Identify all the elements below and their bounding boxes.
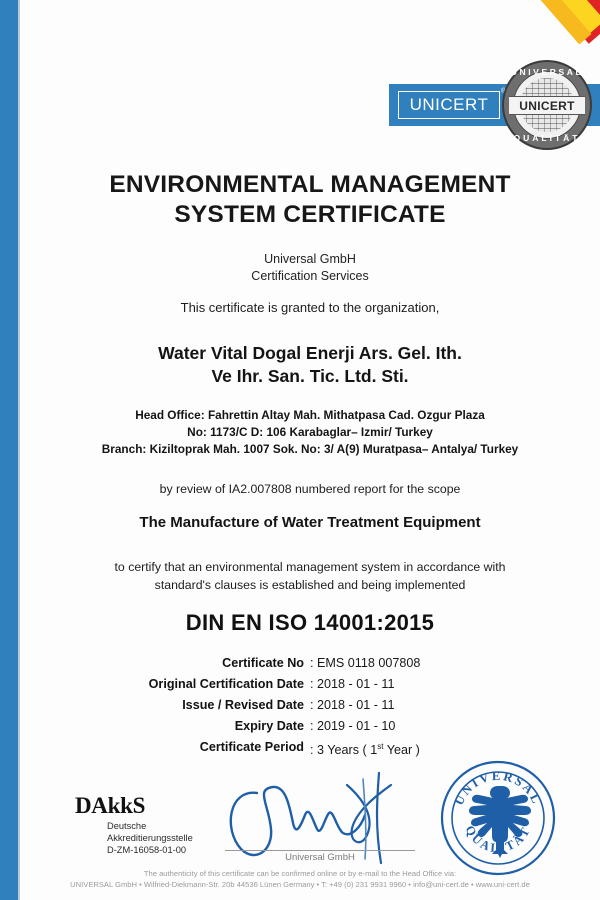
table-row: Expiry Date : 2019 - 01 - 10 xyxy=(20,717,600,735)
page-title: ENVIRONMENTAL MANAGEMENT SYSTEM CERTIFIC… xyxy=(20,170,600,230)
certificate-details-table: Certificate No : EMS 0118 007808 Origina… xyxy=(20,654,600,759)
detail-value: : EMS 0118 007808 xyxy=(310,654,550,672)
standard-name: DIN EN ISO 14001:2015 xyxy=(185,610,435,635)
dakks-subtitle: Deutsche Akkreditierungsstelle D-ZM-1605… xyxy=(107,820,193,856)
dakks-subtitle-line-2: Akkreditierungsstelle xyxy=(107,833,193,843)
issuer-name: Universal GmbH xyxy=(264,252,356,266)
detail-value: : 2018 - 01 - 11 xyxy=(310,696,550,714)
seal-top-label: UNIVERSAL xyxy=(510,67,584,77)
certify-statement: to certify that an environmental managem… xyxy=(20,558,600,594)
signature-caption: Universal GmbH xyxy=(285,852,355,863)
unicert-quality-seal: UNICERT UNIVERSAL QUALITÄT xyxy=(502,60,592,150)
detail-value: : 2019 - 01 - 10 xyxy=(310,717,550,735)
issuer-subtitle: Certification Services xyxy=(251,269,369,283)
detail-separator: : xyxy=(310,743,314,758)
universal-qualitat-stamp: UNIVERSAL QUALITÄT xyxy=(438,758,558,878)
organization-name-line-1: Water Vital Dogal Enerji Ars. Gel. Ith. xyxy=(158,343,462,363)
title-line-2: SYSTEM CERTIFICATE xyxy=(174,201,446,228)
detail-value-text: 2018 - 01 - 11 xyxy=(317,677,395,691)
left-border-edge xyxy=(18,0,20,900)
signature-line xyxy=(225,850,415,851)
stamp-inner-circle xyxy=(451,771,545,865)
seal-bottom-label: QUALITÄT xyxy=(513,133,581,143)
dakks-accreditation-logo: DAkkS Deutsche Akkreditierungsstelle D-Z… xyxy=(45,790,235,855)
dakks-wordmark: DAkkS xyxy=(75,793,146,818)
footer-authenticity-note: The authenticity of this certificate can… xyxy=(143,869,457,878)
organization-name-line-2: Ve Ihr. San. Tic. Ltd. Sti. xyxy=(211,366,409,386)
organization-name: Water Vital Dogal Enerji Ars. Gel. Ith. … xyxy=(20,342,600,388)
dakks-arcs-icon xyxy=(45,794,75,828)
dakks-registration-number: D-ZM-16058-01-00 xyxy=(107,845,187,855)
detail-value-text: EMS 0118 007808 xyxy=(317,656,421,670)
footer: The authenticity of this certificate can… xyxy=(0,868,600,891)
unicert-logo-text: UNICERT xyxy=(409,95,489,114)
detail-separator: : xyxy=(310,719,314,733)
detail-label: Certificate No xyxy=(222,656,304,670)
stamp-outer-circle xyxy=(440,760,556,876)
detail-separator: : xyxy=(310,656,314,670)
detail-value-text: 2019 - 01 - 10 xyxy=(317,719,396,733)
signature-block: Universal GmbH xyxy=(215,755,425,870)
address-head-office-detail: No: 1173/C D: 106 Karabaglar– Izmir/ Tur… xyxy=(187,425,433,439)
detail-value-text: 2018 - 01 - 11 xyxy=(317,698,395,712)
detail-label: Expiry Date xyxy=(234,719,304,733)
left-blue-border xyxy=(0,0,18,900)
title-line-1: ENVIRONMENTAL MANAGEMENT xyxy=(109,171,511,198)
detail-value: : 2018 - 01 - 11 xyxy=(310,675,550,693)
certification-scope: The Manufacture of Water Treatment Equip… xyxy=(139,514,481,531)
detail-label: Certificate Period xyxy=(199,740,304,754)
detail-label: Original Certification Date xyxy=(148,677,304,691)
address-branch: Branch: Kiziltoprak Mah. 1007 Sok. No: 3… xyxy=(101,442,519,456)
seal-center-label: UNICERT xyxy=(519,98,575,113)
dakks-subtitle-line-1: Deutsche xyxy=(107,821,147,831)
issuer-block: Universal GmbH Certification Services xyxy=(20,251,600,285)
footer-contact-info: UNIVERSAL GmbH • Wilfried-Diekmann-Str. … xyxy=(70,880,530,889)
granted-statement: This certificate is granted to the organ… xyxy=(180,300,440,315)
table-row: Certificate No : EMS 0118 007808 xyxy=(20,654,600,672)
certify-line-2: standard's clauses is established and be… xyxy=(154,578,466,592)
signature-mark-icon xyxy=(229,771,393,865)
table-row: Original Certification Date : 2018 - 01 … xyxy=(20,675,600,693)
report-review-statement: by review of IA2.007808 numbered report … xyxy=(159,482,461,496)
detail-value-text: 3 Years ( 1st Year ) xyxy=(317,742,420,758)
address-head-office: Head Office: Fahrettin Altay Mah. Mithat… xyxy=(135,408,485,422)
unicert-logo-box: UNICERT xyxy=(398,91,500,119)
detail-separator: : xyxy=(310,677,314,691)
certify-line-1: to certify that an environmental managem… xyxy=(114,560,506,574)
organization-address: Head Office: Fahrettin Altay Mah. Mithat… xyxy=(20,407,600,458)
table-row: Issue / Revised Date : 2018 - 01 - 11 xyxy=(20,696,600,714)
detail-separator: : xyxy=(310,698,314,712)
detail-value: : 3 Years ( 1st Year ) xyxy=(310,738,550,759)
certificate-content: ENVIRONMENTAL MANAGEMENT SYSTEM CERTIFIC… xyxy=(20,0,600,900)
detail-label: Issue / Revised Date xyxy=(182,698,304,712)
table-row: Certificate Period : 3 Years ( 1st Year … xyxy=(20,738,600,759)
eagle-icon xyxy=(469,786,531,858)
seal-center-band: UNICERT xyxy=(509,96,585,115)
